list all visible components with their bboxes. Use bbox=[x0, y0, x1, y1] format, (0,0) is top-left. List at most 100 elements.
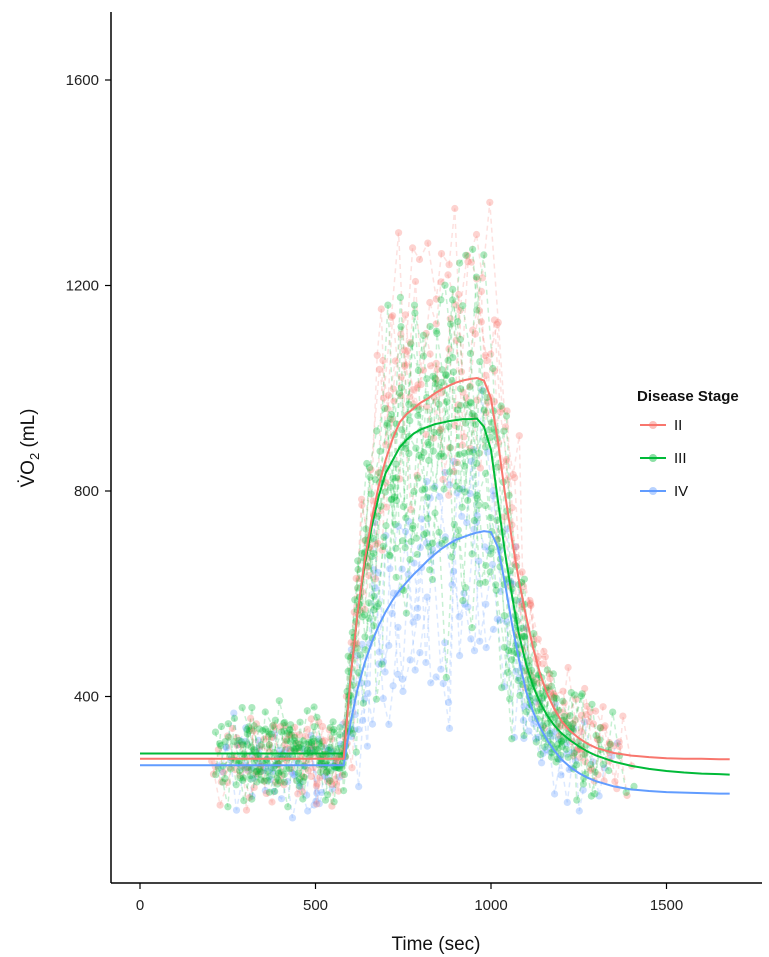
data-point bbox=[591, 790, 599, 798]
data-point bbox=[322, 768, 331, 776]
data-point bbox=[354, 565, 362, 574]
data-point bbox=[276, 768, 284, 776]
data-point bbox=[569, 752, 578, 760]
data-point bbox=[520, 702, 528, 710]
data-point bbox=[374, 512, 382, 520]
data-point bbox=[308, 744, 316, 752]
data-point bbox=[370, 549, 378, 557]
data-point bbox=[392, 573, 400, 581]
data-point bbox=[502, 618, 510, 626]
data-point bbox=[431, 509, 439, 517]
data-point bbox=[527, 601, 535, 610]
data-point bbox=[487, 419, 496, 427]
data-point bbox=[482, 469, 490, 477]
data-point bbox=[547, 682, 556, 690]
data-point bbox=[482, 408, 490, 417]
data-point bbox=[540, 692, 548, 700]
data-point bbox=[401, 361, 409, 369]
data-point bbox=[420, 530, 428, 539]
data-point bbox=[566, 712, 574, 720]
data-point bbox=[282, 735, 291, 743]
data-point bbox=[307, 743, 315, 751]
legend-title: Disease Stage bbox=[637, 388, 739, 405]
data-point bbox=[447, 320, 455, 328]
data-point bbox=[426, 566, 434, 574]
data-point bbox=[367, 466, 375, 474]
data-point bbox=[500, 643, 508, 651]
data-point bbox=[538, 694, 546, 702]
data-point bbox=[526, 599, 535, 607]
data-point bbox=[536, 689, 545, 698]
data-point bbox=[489, 625, 497, 634]
data-point bbox=[380, 533, 388, 541]
data-point bbox=[396, 389, 404, 397]
data-point bbox=[489, 487, 497, 495]
data-point bbox=[250, 774, 258, 782]
data-point bbox=[295, 782, 303, 790]
data-point bbox=[349, 729, 357, 738]
data-point bbox=[489, 492, 497, 500]
data-point bbox=[311, 742, 319, 750]
legend-label: IV bbox=[674, 483, 688, 500]
data-point bbox=[374, 569, 382, 577]
data-point bbox=[437, 278, 445, 286]
data-point bbox=[280, 718, 289, 727]
data-point bbox=[312, 745, 320, 754]
data-point bbox=[526, 596, 534, 605]
data-point bbox=[226, 765, 235, 773]
data-point bbox=[250, 758, 258, 766]
data-point bbox=[313, 713, 321, 721]
x-tick-label: 500 bbox=[303, 897, 328, 914]
data-point bbox=[255, 725, 263, 733]
legend-key-point bbox=[649, 421, 657, 429]
data-point bbox=[528, 666, 536, 675]
data-point bbox=[471, 330, 479, 338]
data-point bbox=[361, 646, 369, 654]
data-point bbox=[334, 787, 342, 795]
data-point bbox=[411, 277, 420, 286]
data-point bbox=[445, 491, 453, 499]
data-point bbox=[395, 229, 403, 237]
trace-line bbox=[210, 202, 621, 809]
data-point bbox=[526, 601, 534, 609]
data-point bbox=[280, 770, 288, 779]
data-point bbox=[336, 730, 344, 739]
data-point bbox=[260, 777, 268, 785]
data-point bbox=[327, 767, 335, 775]
data-point bbox=[321, 744, 329, 752]
data-point bbox=[481, 502, 489, 510]
data-point bbox=[259, 726, 267, 735]
data-point bbox=[600, 764, 608, 772]
data-point bbox=[290, 745, 299, 754]
data-point bbox=[456, 306, 464, 314]
data-point bbox=[420, 448, 428, 457]
data-point bbox=[292, 744, 301, 753]
data-point bbox=[411, 309, 419, 317]
data-point bbox=[358, 495, 366, 503]
data-point bbox=[335, 744, 343, 752]
data-point bbox=[253, 778, 261, 786]
data-point bbox=[296, 783, 304, 791]
data-point bbox=[427, 679, 435, 687]
data-point bbox=[224, 778, 232, 787]
x-tick-label: 1500 bbox=[650, 897, 683, 914]
data-point bbox=[267, 730, 275, 738]
data-point bbox=[377, 502, 385, 510]
data-point bbox=[458, 512, 466, 520]
data-point bbox=[255, 770, 263, 778]
data-point bbox=[331, 775, 339, 783]
data-point bbox=[269, 768, 277, 776]
data-point bbox=[406, 656, 414, 664]
data-point bbox=[328, 780, 336, 789]
data-point bbox=[444, 356, 452, 364]
data-point bbox=[581, 684, 589, 693]
data-point bbox=[579, 780, 588, 788]
data-point bbox=[508, 647, 516, 655]
data-point bbox=[240, 797, 248, 805]
data-point bbox=[250, 722, 258, 730]
data-point bbox=[480, 251, 488, 259]
data-point bbox=[498, 405, 506, 413]
data-point bbox=[438, 378, 446, 386]
data-point bbox=[348, 628, 356, 637]
